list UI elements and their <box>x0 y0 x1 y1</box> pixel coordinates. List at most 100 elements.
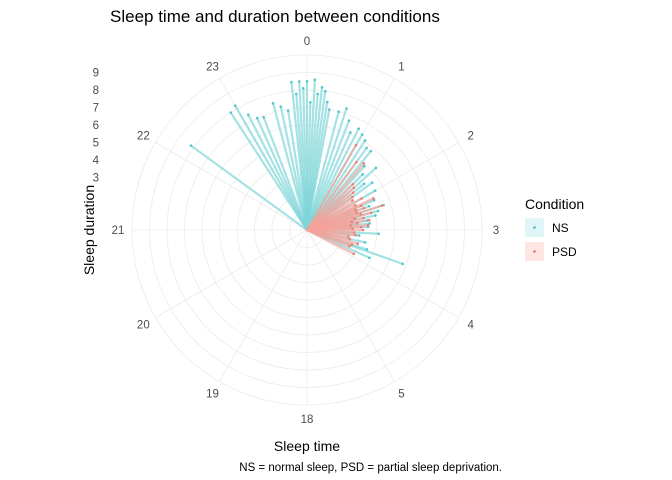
point-ns <box>357 234 361 237</box>
point-psd <box>372 197 375 200</box>
point-psd <box>347 235 350 238</box>
grid-spoke <box>219 229 308 382</box>
radial-tick-label: 5 <box>93 138 99 150</box>
point-psd <box>354 143 358 147</box>
point-psd <box>352 252 356 256</box>
point-ns <box>246 113 250 116</box>
radial-tick-label: 8 <box>93 85 99 97</box>
point-psd <box>348 237 352 241</box>
segment-ns <box>262 116 309 232</box>
point-ns <box>305 79 309 83</box>
point-psd <box>380 204 384 207</box>
point-psd <box>362 216 365 220</box>
point-ns <box>309 100 312 104</box>
legend-dot-ns <box>533 226 536 229</box>
point-ns <box>374 214 377 217</box>
hour-label: 19 <box>206 389 219 401</box>
point-psd <box>356 242 360 245</box>
point-psd <box>369 211 373 215</box>
hour-label: 21 <box>112 225 125 237</box>
segment-psd <box>305 144 358 232</box>
point-ns <box>328 108 331 111</box>
point-ns <box>349 131 352 134</box>
y-axis-title: Sleep duration <box>81 185 97 275</box>
point-psd <box>351 199 354 202</box>
point-ns <box>229 111 233 114</box>
point-ns <box>301 86 305 90</box>
hour-label: 20 <box>137 320 150 332</box>
segment-psd <box>305 228 355 255</box>
radial-tick-label: 9 <box>93 68 99 80</box>
hour-label: 22 <box>137 131 150 143</box>
legend-label-psd: PSD <box>552 245 577 259</box>
hour-label: 4 <box>467 320 474 332</box>
point-psd <box>352 186 356 190</box>
point-psd <box>360 197 363 200</box>
point-ns <box>320 85 324 89</box>
point-ns <box>286 109 290 113</box>
point-ns <box>347 119 351 122</box>
point-ns <box>370 181 374 184</box>
point-psd <box>350 220 354 224</box>
point-ns <box>271 101 275 105</box>
point-psd <box>362 162 366 165</box>
grid-spoke <box>155 142 308 231</box>
segment-psd <box>305 162 365 232</box>
point-psd <box>355 211 358 214</box>
point-ns <box>313 78 317 82</box>
grid-spoke <box>306 229 459 318</box>
point-ns <box>377 232 380 236</box>
segment-ns <box>247 113 309 232</box>
point-psd <box>351 195 354 199</box>
point-psd <box>359 225 363 229</box>
point-psd <box>353 217 356 220</box>
data-segments <box>189 78 404 265</box>
point-ns <box>345 107 348 110</box>
point-psd <box>349 224 352 227</box>
legend-dot-psd <box>533 250 536 253</box>
radial-tick-labels: 3 4 5 6 7 8 9 <box>93 68 100 185</box>
point-ns <box>361 173 364 176</box>
point-psd <box>367 218 371 222</box>
point-ns <box>294 92 298 96</box>
segment-ns <box>305 107 348 232</box>
radial-tick-label: 3 <box>93 173 99 185</box>
point-psd <box>354 208 357 212</box>
legend: Condition NS PSD <box>525 196 584 261</box>
point-psd <box>359 212 362 216</box>
grid-spoke <box>306 229 395 382</box>
radial-tick-label: 6 <box>93 120 99 132</box>
point-ns <box>365 248 369 251</box>
point-ns <box>367 204 371 208</box>
segment-ns <box>229 111 309 232</box>
point-ns <box>368 222 371 225</box>
point-ns <box>362 182 366 186</box>
point-psd <box>351 191 355 194</box>
point-psd <box>362 206 366 210</box>
point-psd <box>360 204 363 208</box>
point-psd <box>352 231 356 234</box>
point-ns <box>373 189 377 192</box>
point-ns <box>363 164 366 168</box>
point-psd <box>366 223 370 227</box>
legend-label-ns: NS <box>552 221 569 235</box>
point-ns <box>323 89 327 93</box>
point-psd <box>355 160 358 164</box>
point-ns <box>363 139 367 142</box>
x-axis-title: Sleep time <box>274 438 340 454</box>
segment-ns <box>305 108 331 232</box>
point-ns <box>290 80 293 84</box>
point-ns <box>255 116 259 120</box>
point-ns <box>365 146 368 150</box>
point-psd <box>354 204 357 207</box>
point-ns <box>262 115 266 119</box>
point-ns <box>316 92 320 96</box>
point-psd <box>354 233 358 237</box>
chart-title: Sleep time and duration between conditio… <box>110 7 440 26</box>
point-ns <box>363 241 367 244</box>
hour-label: 23 <box>206 61 219 73</box>
point-psd <box>361 228 365 232</box>
point-ns <box>360 133 364 136</box>
